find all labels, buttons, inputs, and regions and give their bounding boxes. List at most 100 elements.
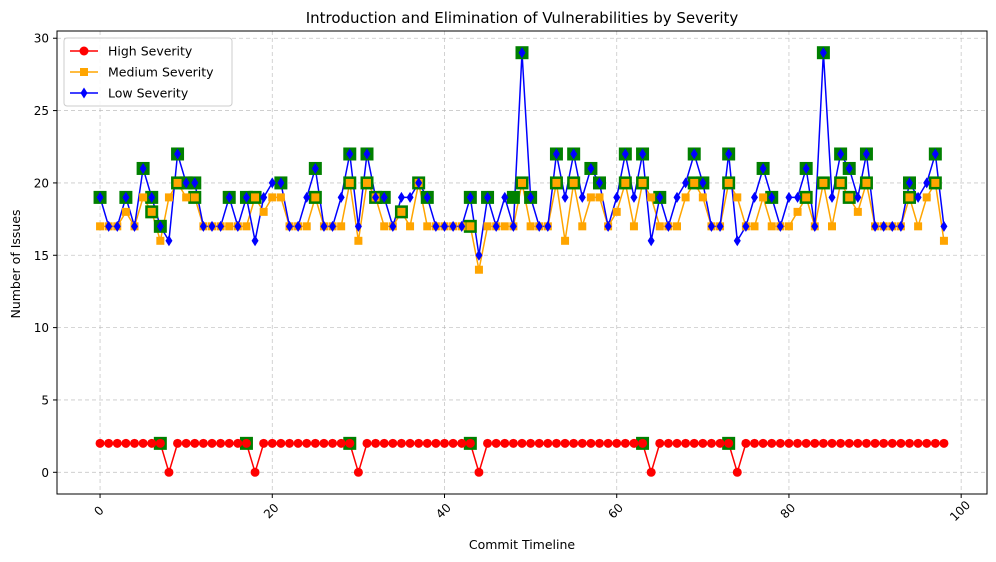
- data-point-medium: [164, 193, 173, 202]
- legend-label-medium: Medium Severity: [108, 65, 214, 80]
- data-point-medium: [914, 222, 923, 231]
- data-point-low: [182, 177, 190, 189]
- data-point-high: [827, 438, 837, 448]
- legend-marker-medium: [80, 68, 88, 76]
- data-point-low: [277, 177, 285, 189]
- data-point-low: [449, 220, 457, 232]
- data-point-medium: [759, 193, 768, 202]
- data-point-medium: [337, 222, 346, 231]
- data-point-low: [329, 220, 337, 232]
- data-point-low: [96, 191, 104, 203]
- data-point-high: [534, 438, 544, 448]
- data-point-low: [303, 191, 311, 203]
- data-point-low: [260, 191, 268, 203]
- data-point-low: [578, 191, 586, 203]
- data-point-high: [345, 438, 355, 448]
- legend: High Severity Medium Severity Low Severi…: [63, 37, 233, 107]
- data-point-low: [871, 220, 879, 232]
- data-point-high: [302, 438, 312, 448]
- data-point-high: [672, 438, 682, 448]
- data-point-medium: [552, 178, 561, 187]
- y-tick-label: 15: [34, 249, 49, 263]
- data-point-high: [930, 438, 940, 448]
- data-point-low: [320, 220, 328, 232]
- data-point-medium: [862, 178, 871, 187]
- data-point-low: [423, 191, 431, 203]
- data-point-high: [241, 438, 251, 448]
- data-point-low: [458, 220, 466, 232]
- data-point-medium: [345, 178, 354, 187]
- data-point-medium: [828, 222, 836, 231]
- data-point-medium: [121, 207, 130, 216]
- legend-entry-low: Low Severity: [70, 86, 189, 101]
- y-tick-label: 25: [34, 104, 49, 118]
- data-point-high: [646, 467, 656, 477]
- data-point-medium: [259, 207, 268, 216]
- data-point-medium: [655, 222, 664, 231]
- data-point-low: [509, 220, 517, 232]
- data-point-low: [354, 220, 362, 232]
- data-point-high: [629, 438, 639, 448]
- data-point-high: [784, 438, 794, 448]
- data-point-medium: [647, 193, 656, 202]
- data-point-high: [198, 438, 208, 448]
- data-point-medium: [242, 222, 251, 231]
- data-point-low: [845, 162, 853, 174]
- data-point-high: [844, 438, 854, 448]
- data-point-low: [639, 148, 647, 160]
- data-point-high: [267, 438, 277, 448]
- change-highlight-marker: [506, 190, 520, 204]
- data-point-low: [286, 220, 293, 232]
- data-point-low: [914, 191, 922, 203]
- data-point-medium: [802, 193, 811, 202]
- data-point-low: [888, 220, 896, 232]
- data-point-high: [603, 438, 613, 448]
- data-point-high: [138, 438, 148, 448]
- data-point-high: [293, 438, 303, 448]
- data-point-high: [130, 438, 139, 448]
- data-point-medium: [96, 222, 105, 231]
- y-tick-label: 10: [34, 321, 49, 335]
- data-point-low: [475, 249, 483, 261]
- data-point-high: [724, 438, 734, 448]
- data-point-low: [346, 148, 354, 160]
- data-point-high: [276, 438, 286, 448]
- data-point-high: [147, 438, 157, 448]
- data-point-medium: [190, 193, 199, 202]
- data-point-high: [663, 438, 673, 448]
- data-point-medium: [784, 222, 793, 231]
- data-point-medium: [931, 178, 940, 187]
- data-point-high: [405, 438, 415, 448]
- data-point-low: [880, 220, 888, 232]
- data-point-high: [121, 438, 131, 448]
- data-point-low: [673, 191, 681, 203]
- data-point-high: [457, 438, 467, 448]
- data-point-low: [621, 148, 629, 160]
- data-point-high: [250, 467, 260, 477]
- data-point-medium: [905, 193, 914, 202]
- data-point-high: [233, 438, 243, 448]
- data-point-low: [363, 148, 371, 160]
- data-point-high: [655, 438, 665, 448]
- data-point-medium: [423, 222, 432, 231]
- data-point-low: [234, 220, 242, 232]
- legend-box: [63, 37, 233, 107]
- data-point-medium: [251, 193, 260, 202]
- data-point-high: [638, 438, 648, 448]
- data-point-low: [699, 177, 707, 189]
- data-point-high: [620, 438, 630, 448]
- data-point-high: [491, 438, 501, 448]
- data-point-low: [707, 220, 715, 232]
- data-point-low: [544, 220, 552, 232]
- data-point-low: [647, 235, 655, 247]
- data-point-medium: [690, 178, 699, 187]
- y-tick-label: 30: [34, 32, 49, 46]
- data-point-high: [939, 438, 949, 448]
- data-point-high: [448, 438, 458, 448]
- data-point-medium: [139, 193, 148, 202]
- data-point-low: [105, 220, 113, 232]
- data-point-medium: [354, 236, 363, 245]
- data-point-high: [887, 438, 897, 448]
- data-point-low: [165, 235, 173, 247]
- data-point-low: [156, 220, 164, 232]
